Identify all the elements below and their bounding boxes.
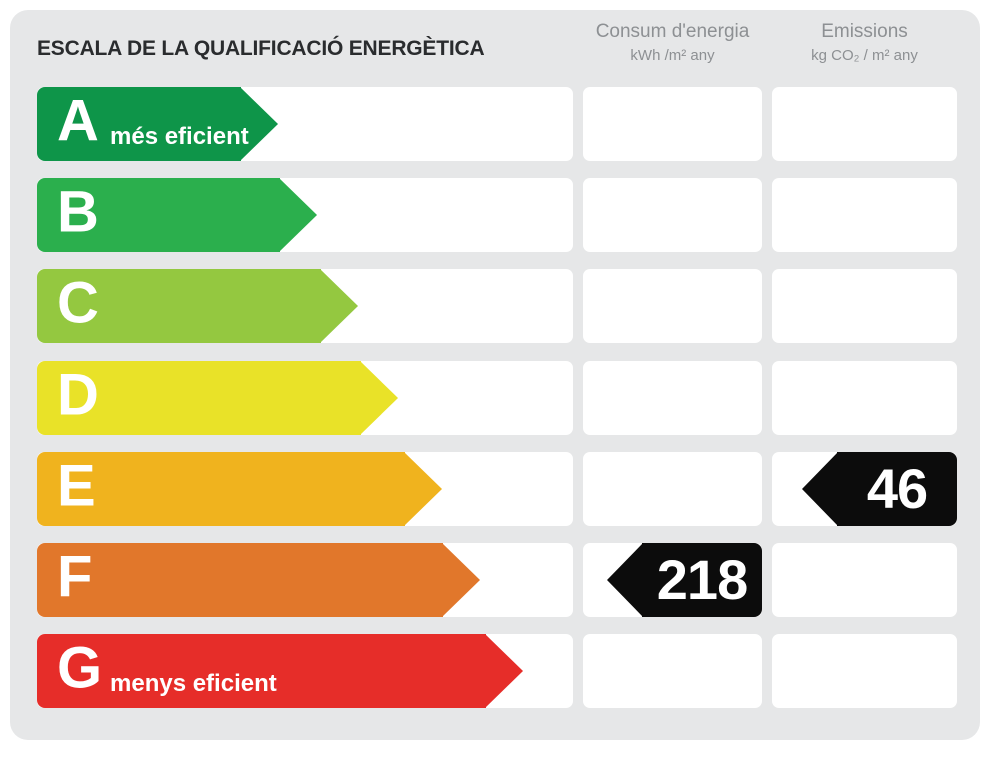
rating-letter-c: C	[57, 270, 99, 336]
right-arrow-tip-icon-g	[485, 634, 523, 708]
consumption-cell-e	[583, 452, 762, 526]
consumption-cell-d	[583, 361, 762, 435]
rating-letter-d: D	[57, 362, 99, 428]
right-arrow-tip-icon-d	[360, 361, 398, 435]
rating-row-e: E 46	[10, 452, 980, 526]
rating-letter-f: F	[57, 544, 92, 610]
rating-bar-body-b	[37, 178, 280, 252]
energy-scale-card: ESCALA DE LA QUALIFICACIÓ ENERGÈTICA Con…	[10, 10, 980, 740]
right-arrow-tip-icon-c	[320, 269, 358, 343]
rating-row-c: C	[10, 269, 980, 343]
emissions-cell-d	[772, 361, 957, 435]
rating-row-f: F 218	[10, 543, 980, 617]
emissions-column-unit: kg CO₂ / m² any	[811, 46, 918, 64]
rating-bar-body-a	[37, 87, 241, 161]
emissions-column-label: Emissions	[821, 21, 908, 42]
rating-letter-g: G	[57, 635, 102, 701]
rating-bar-body-f	[37, 543, 443, 617]
rating-bar-b: B	[37, 178, 317, 252]
consumption-value-marker: 218	[607, 543, 762, 617]
rating-bar-d: D	[37, 361, 398, 435]
consumption-cell-g	[583, 634, 762, 708]
emissions-cell-a	[772, 87, 957, 161]
rating-bar-body-g	[37, 634, 486, 708]
consumption-value-marker-value: 218	[656, 548, 748, 611]
rating-bar-f: F	[37, 543, 480, 617]
right-arrow-tip-icon-e	[404, 452, 442, 526]
left-arrow-tip-icon-emissions	[802, 452, 838, 526]
page-title: ESCALA DE LA QUALIFICACIÓ ENERGÈTICA	[37, 37, 485, 60]
column-header-consumption: Consum d'energia kWh /m² any	[583, 21, 762, 64]
rating-letter-b: B	[57, 179, 99, 245]
right-arrow-tip-icon-f	[442, 543, 480, 617]
rating-row-b: B	[10, 178, 980, 252]
rating-bar-body-e	[37, 452, 405, 526]
emissions-value-marker-value: 46	[866, 457, 928, 520]
rating-bar-body-c	[37, 269, 321, 343]
column-header-emissions: Emissions kg CO₂ / m² any	[772, 21, 957, 64]
consumption-cell-b	[583, 178, 762, 252]
left-arrow-tip-icon-consum	[607, 543, 643, 617]
emissions-cell-b	[772, 178, 957, 252]
rating-bar-body-d	[37, 361, 361, 435]
consumption-value-marker-body: 218	[642, 543, 762, 617]
consumption-column-label: Consum d'energia	[595, 21, 750, 42]
right-arrow-tip-icon-b	[279, 178, 317, 252]
rating-letter-a: A	[57, 88, 99, 154]
rating-letter-e: E	[57, 453, 96, 519]
emissions-cell-f	[772, 543, 957, 617]
rating-bar-c: C	[37, 269, 358, 343]
rating-note-g: menys eficient	[110, 670, 277, 697]
emissions-value-marker-body: 46	[837, 452, 957, 526]
rating-bar-e: E	[37, 452, 442, 526]
consumption-cell-c	[583, 269, 762, 343]
rating-row-d: D	[10, 361, 980, 435]
rating-note-a: més eficient	[110, 123, 249, 150]
consumption-cell-a	[583, 87, 762, 161]
emissions-cell-c	[772, 269, 957, 343]
emissions-value-marker: 46	[802, 452, 957, 526]
consumption-column-unit: kWh /m² any	[630, 46, 715, 64]
emissions-cell-g	[772, 634, 957, 708]
